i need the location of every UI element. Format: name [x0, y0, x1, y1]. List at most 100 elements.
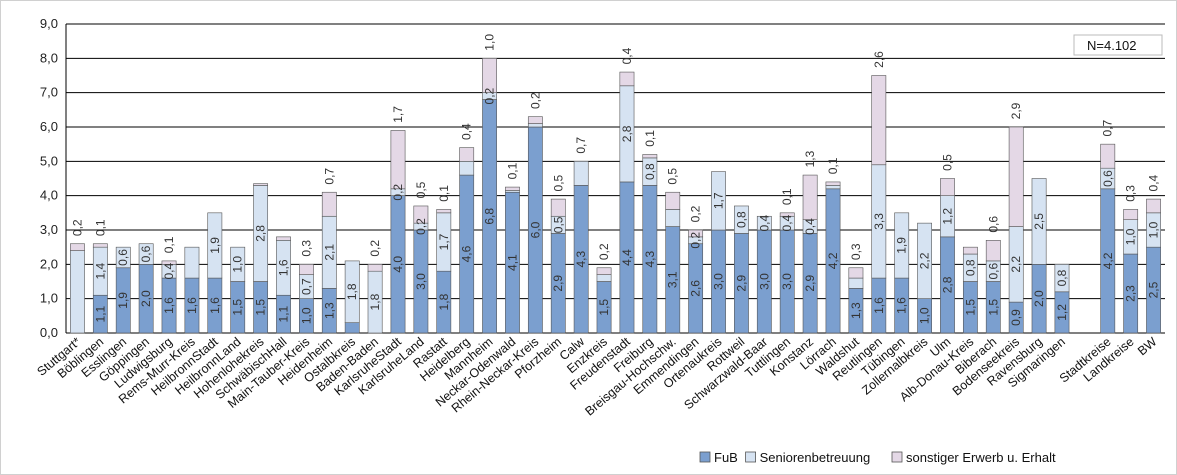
data-label: 6,8	[483, 208, 497, 225]
bar-segment-seniorenbetreuung	[711, 171, 726, 231]
bar-segment-sonstiger	[390, 130, 406, 190]
bar-segment-sonstiger	[642, 154, 658, 159]
bar-segment-sonstiger	[985, 240, 1001, 262]
data-label: 0,5	[551, 216, 565, 233]
data-label: 0,7	[1101, 120, 1115, 137]
data-label: 2,8	[254, 225, 268, 242]
data-label: 2,0	[1032, 290, 1046, 307]
data-label: 1,0	[483, 34, 497, 51]
data-label: 2,2	[1009, 256, 1023, 273]
y-tick-label: 9,0	[40, 16, 58, 31]
legend-swatch	[891, 451, 903, 463]
data-label: 0,7	[299, 278, 313, 295]
bar-segment-sonstiger	[276, 236, 291, 241]
data-label: 0,5	[666, 168, 680, 185]
legend-swatch	[745, 451, 756, 463]
gridlines	[65, 23, 1165, 334]
data-label: 2,2	[918, 252, 932, 269]
bars	[70, 58, 1161, 334]
y-tick-label: 8,0	[40, 50, 58, 65]
data-label: 1,9	[208, 237, 222, 254]
data-label: 2,8	[940, 276, 954, 293]
data-label: 0,2	[414, 218, 428, 235]
bar-segment-sonstiger	[527, 116, 543, 124]
data-label: 0,5	[940, 154, 954, 171]
legend-swatch	[699, 451, 711, 463]
bar-segment-sonstiger	[482, 58, 497, 93]
data-label: 0,4	[803, 218, 817, 235]
data-label: 4,4	[620, 249, 634, 266]
data-label: 1,7	[437, 233, 451, 250]
data-label: 1,1	[277, 305, 291, 322]
data-label: 1,0	[1147, 221, 1161, 238]
legend-label: FuB	[714, 450, 738, 465]
bar-segment-sonstiger	[92, 243, 108, 248]
data-label: 2,0	[139, 290, 153, 307]
bar-segment-sonstiger	[779, 212, 795, 217]
bar-segment-sonstiger	[1146, 198, 1161, 214]
data-label: 0,2	[528, 92, 542, 109]
data-label: 0,2	[597, 243, 611, 260]
data-label: 0,5	[414, 181, 428, 198]
bar-segment-seniorenbetreuung	[573, 161, 589, 186]
bar-segment-sonstiger	[802, 174, 818, 221]
data-label: 1,7	[391, 106, 405, 123]
data-label: 1,6	[895, 297, 909, 314]
data-label: 1,5	[963, 299, 977, 316]
data-label: 1,3	[849, 302, 863, 319]
data-label: 0,3	[849, 243, 863, 260]
data-label: 2,9	[551, 275, 565, 292]
data-label: 0,9	[1009, 309, 1023, 326]
data-label: 0,4	[162, 263, 176, 280]
data-label: 1,9	[895, 237, 909, 254]
data-label: 1,5	[986, 299, 1000, 316]
data-label: 1,2	[940, 208, 954, 225]
bar-segment-seniorenbetreuung	[184, 246, 200, 279]
bar-segment-sonstiger	[413, 205, 429, 224]
data-label: 0,2	[391, 184, 405, 201]
data-label: 1,8	[368, 293, 382, 310]
data-label: 4,1	[505, 254, 519, 271]
data-label: 0,1	[643, 130, 657, 147]
bar-segment-sonstiger	[940, 178, 955, 196]
bar-segment-seniorenbetreuung	[70, 250, 85, 334]
bar-segment-fub	[344, 322, 360, 334]
bar-segment-sonstiger	[665, 191, 681, 210]
data-label: 4,2	[826, 252, 840, 269]
data-label: 0,2	[689, 232, 703, 249]
data-label: 0,6	[116, 249, 130, 266]
data-label: 4,6	[460, 245, 474, 262]
data-label: 1,8	[437, 293, 451, 310]
data-label: 0,4	[620, 47, 634, 64]
bar-segment-sonstiger	[299, 264, 314, 275]
data-label: 2,1	[322, 244, 336, 261]
data-label: 1,3	[322, 302, 336, 319]
bar-segment-sonstiger	[871, 75, 887, 166]
bar-segment-sonstiger	[436, 209, 452, 214]
data-label: 0,8	[1055, 269, 1069, 286]
y-tick-label: 5,0	[40, 153, 58, 168]
bar-segment-sonstiger	[321, 191, 337, 217]
data-label: 0,6	[986, 263, 1000, 280]
data-label: 1,2	[1055, 304, 1069, 321]
y-tick-label: 2,0	[40, 256, 58, 271]
data-label: 1,5	[231, 299, 245, 316]
data-label: 1,4	[93, 263, 107, 280]
data-label: 2,6	[689, 280, 703, 297]
bar-segment-seniorenbetreuung	[596, 274, 612, 282]
data-label: 3,0	[414, 273, 428, 290]
legend-label: Seniorenbetreuung	[760, 450, 871, 465]
data-label: 0,3	[1124, 185, 1138, 202]
bar-segment-sonstiger	[688, 229, 704, 238]
y-tick-label: 6,0	[40, 119, 58, 134]
data-label: 0,2	[689, 205, 703, 222]
data-label: 1,6	[208, 297, 222, 314]
data-label: 1,8	[345, 283, 359, 300]
data-label: 1,0	[231, 256, 245, 273]
bar-segment-sonstiger	[367, 264, 383, 272]
data-label: 4,2	[1101, 252, 1115, 269]
data-label: 1,0	[1124, 228, 1138, 245]
bar-segment-seniorenbetreuung	[756, 215, 772, 231]
bar-segment-seniorenbetreuung	[138, 243, 154, 265]
